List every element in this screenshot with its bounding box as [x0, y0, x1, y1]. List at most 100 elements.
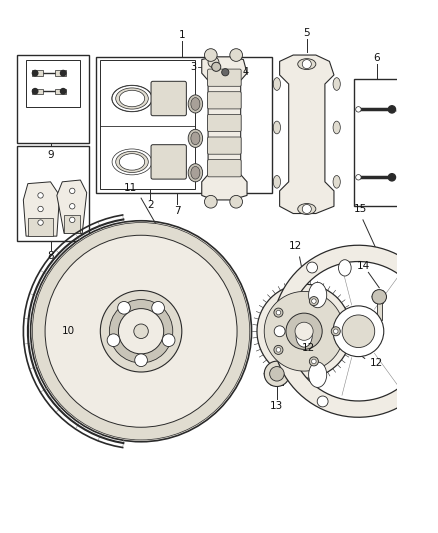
Ellipse shape [116, 151, 148, 173]
Text: 2: 2 [147, 200, 153, 211]
Circle shape [311, 359, 316, 364]
Circle shape [230, 49, 243, 61]
Circle shape [70, 204, 75, 209]
Text: 12: 12 [302, 343, 315, 353]
Circle shape [333, 306, 384, 357]
Polygon shape [202, 57, 247, 200]
Circle shape [38, 193, 43, 198]
Text: 12: 12 [288, 241, 302, 251]
Circle shape [32, 88, 38, 94]
Circle shape [257, 284, 351, 378]
Text: 3: 3 [191, 62, 197, 72]
Text: 1: 1 [179, 30, 185, 40]
Circle shape [100, 290, 182, 372]
Bar [55, 70, 66, 76]
Ellipse shape [309, 282, 327, 308]
Ellipse shape [333, 121, 340, 134]
Text: 12: 12 [370, 358, 383, 368]
FancyBboxPatch shape [208, 115, 241, 132]
Ellipse shape [273, 121, 280, 134]
Circle shape [208, 57, 219, 68]
Circle shape [309, 357, 318, 366]
Polygon shape [57, 180, 87, 233]
Circle shape [431, 349, 438, 367]
Bar [354, 79, 399, 206]
Text: 7: 7 [174, 206, 180, 216]
Circle shape [431, 296, 438, 314]
Ellipse shape [112, 86, 152, 111]
Circle shape [134, 324, 148, 338]
Circle shape [276, 310, 281, 315]
Bar [377, 301, 382, 320]
Ellipse shape [298, 204, 316, 214]
Text: 8: 8 [47, 251, 54, 261]
Circle shape [309, 296, 318, 305]
Circle shape [302, 60, 311, 69]
Polygon shape [23, 182, 60, 236]
Circle shape [295, 322, 313, 340]
Circle shape [32, 223, 250, 440]
Circle shape [276, 348, 281, 352]
Text: 13: 13 [270, 401, 283, 411]
Text: 6: 6 [373, 53, 380, 63]
Circle shape [118, 302, 131, 314]
Circle shape [38, 206, 43, 212]
Bar [17, 55, 89, 143]
Ellipse shape [339, 260, 351, 276]
Circle shape [264, 361, 290, 386]
Circle shape [70, 217, 75, 223]
Text: 11: 11 [124, 183, 137, 193]
Ellipse shape [333, 78, 340, 91]
Circle shape [389, 174, 396, 181]
Circle shape [270, 367, 284, 381]
Circle shape [331, 327, 340, 336]
Text: 15: 15 [353, 204, 367, 214]
Circle shape [230, 196, 243, 208]
Circle shape [205, 196, 217, 208]
Bar [55, 88, 66, 94]
Circle shape [409, 270, 420, 281]
Circle shape [274, 345, 283, 354]
Ellipse shape [119, 90, 145, 107]
Circle shape [422, 109, 431, 117]
Circle shape [38, 220, 43, 225]
Ellipse shape [112, 149, 152, 175]
Text: 4: 4 [242, 67, 248, 77]
Bar [32, 70, 43, 76]
Bar [96, 57, 272, 193]
Circle shape [107, 334, 120, 346]
Circle shape [286, 313, 322, 349]
Bar [399, 109, 426, 117]
Circle shape [274, 308, 283, 317]
Ellipse shape [191, 98, 200, 110]
Circle shape [264, 292, 344, 371]
Circle shape [317, 396, 328, 407]
Circle shape [205, 49, 217, 61]
Text: 5: 5 [304, 28, 310, 38]
Ellipse shape [188, 95, 203, 113]
Ellipse shape [273, 78, 280, 91]
Circle shape [307, 262, 318, 273]
Ellipse shape [309, 362, 327, 387]
Circle shape [212, 62, 221, 71]
Circle shape [32, 70, 38, 76]
Circle shape [31, 221, 251, 442]
Polygon shape [272, 245, 435, 417]
Circle shape [356, 107, 361, 112]
Bar [399, 175, 426, 182]
Circle shape [222, 69, 229, 76]
Text: 14: 14 [357, 261, 370, 271]
Circle shape [356, 175, 361, 180]
Bar [64, 215, 81, 233]
Circle shape [422, 174, 431, 183]
Ellipse shape [333, 175, 340, 188]
Circle shape [118, 309, 164, 354]
FancyBboxPatch shape [151, 144, 186, 179]
Ellipse shape [298, 59, 316, 69]
FancyBboxPatch shape [208, 137, 241, 154]
Circle shape [311, 299, 316, 303]
Bar [32, 88, 43, 94]
Circle shape [152, 302, 164, 314]
Text: 10: 10 [62, 326, 75, 336]
Bar [17, 146, 89, 241]
